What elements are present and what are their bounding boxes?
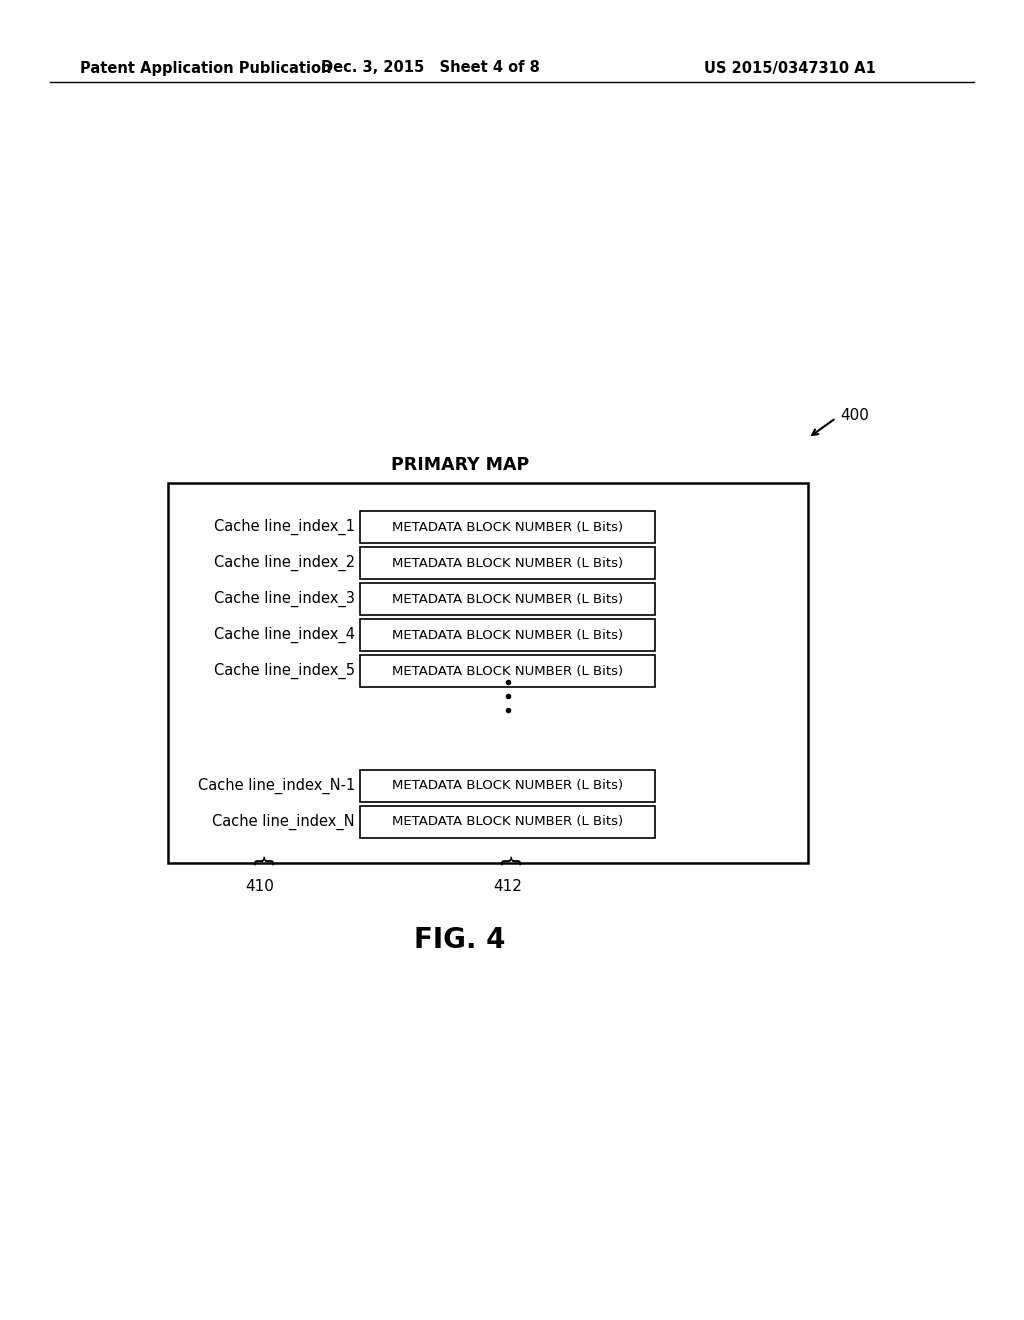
Bar (360, 511, 655, 543)
Text: US 2015/0347310 A1: US 2015/0347310 A1 (705, 61, 876, 75)
Text: METADATA BLOCK NUMBER (L Bits): METADATA BLOCK NUMBER (L Bits) (392, 816, 623, 829)
Bar (360, 655, 655, 686)
Text: Cache line_index_N: Cache line_index_N (212, 814, 355, 830)
Text: FIG. 4: FIG. 4 (415, 927, 506, 954)
Bar (360, 583, 655, 615)
Bar (360, 546, 655, 579)
Text: Cache line_index_5: Cache line_index_5 (214, 663, 355, 678)
Text: Cache line_index_N-1: Cache line_index_N-1 (198, 777, 355, 795)
Bar (168, 483, 808, 863)
Bar (360, 770, 655, 803)
Bar (360, 619, 655, 651)
Text: Patent Application Publication: Patent Application Publication (80, 61, 332, 75)
Text: Dec. 3, 2015   Sheet 4 of 8: Dec. 3, 2015 Sheet 4 of 8 (321, 61, 540, 75)
Text: {: { (498, 855, 517, 869)
Text: METADATA BLOCK NUMBER (L Bits): METADATA BLOCK NUMBER (L Bits) (392, 664, 623, 677)
Text: 410: 410 (246, 879, 274, 894)
Text: Cache line_index_1: Cache line_index_1 (214, 519, 355, 535)
Text: METADATA BLOCK NUMBER (L Bits): METADATA BLOCK NUMBER (L Bits) (392, 593, 623, 606)
Text: METADATA BLOCK NUMBER (L Bits): METADATA BLOCK NUMBER (L Bits) (392, 520, 623, 533)
Text: 412: 412 (494, 879, 522, 894)
Text: METADATA BLOCK NUMBER (L Bits): METADATA BLOCK NUMBER (L Bits) (392, 780, 623, 792)
Text: METADATA BLOCK NUMBER (L Bits): METADATA BLOCK NUMBER (L Bits) (392, 628, 623, 642)
Text: Cache line_index_2: Cache line_index_2 (214, 554, 355, 572)
Text: PRIMARY MAP: PRIMARY MAP (391, 455, 529, 474)
Text: METADATA BLOCK NUMBER (L Bits): METADATA BLOCK NUMBER (L Bits) (392, 557, 623, 569)
Bar (360, 807, 655, 838)
Text: Cache line_index_4: Cache line_index_4 (214, 627, 355, 643)
Text: {: { (250, 855, 270, 869)
Text: 400: 400 (840, 408, 869, 422)
Text: Cache line_index_3: Cache line_index_3 (214, 591, 355, 607)
